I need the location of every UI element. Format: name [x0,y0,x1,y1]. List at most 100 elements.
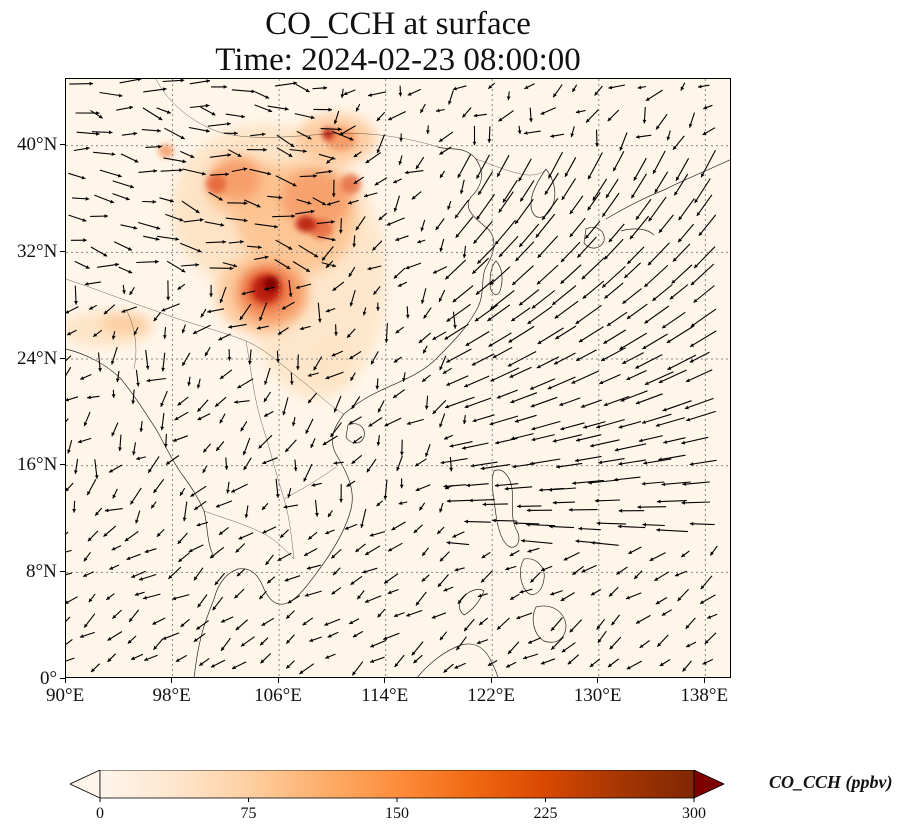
wind-arrow-shaft [689,351,710,363]
wind-arrow-head [603,402,608,407]
wind-arrow-head [454,214,459,219]
wind-arrow-head [261,506,266,510]
wind-arrow-head [482,502,487,507]
wind-arrow-shaft [689,330,717,348]
wind-arrow-head [111,360,115,365]
wind-arrow-head [535,233,540,238]
wind-arrow-shaft [531,290,556,309]
wind-arrow-shaft [514,198,534,225]
wind-arrow-head [144,549,149,554]
colorbar-title: CO_CCH (ppbv) [769,772,893,792]
wind-arrow-head [654,577,659,581]
wind-arrow-head [85,265,90,269]
wind-arrow-head [240,642,245,647]
colorbar-ticks [99,798,695,802]
wind-arrow-head [148,468,152,473]
wind-arrow-shaft [461,442,489,450]
wind-arrow-head [686,378,690,382]
wind-arrow-head [647,261,652,266]
wind-arrow-head [631,194,635,199]
wind-arrow-head [424,405,429,410]
wind-arrow-head [553,93,557,98]
wind-arrow-head [231,665,236,669]
wind-arrow-head [261,622,266,626]
wind-arrow-head [304,593,309,597]
wind-arrow-head [351,460,356,464]
wind-arrow-head [554,360,558,365]
wind-arrow-head [296,366,300,370]
wind-arrow-head [108,130,113,135]
wind-arrow-head [492,518,496,523]
wind-arrow-head [313,366,318,371]
wind-arrow-head [259,316,263,321]
wind-arrow-head [177,540,182,544]
wind-arrow-shaft [612,150,625,172]
latitude-tick-mark [60,357,65,359]
wind-arrow-head [205,103,210,108]
wind-arrow-head [624,274,629,278]
wind-arrow-head [219,419,224,424]
wind-arrow-head [96,131,100,136]
wind-arrow-head [77,439,82,444]
wind-arrow-head [111,546,116,551]
wind-arrow-shaft [446,499,471,502]
wind-arrow-shaft [647,242,670,266]
wind-arrow-shaft [644,305,670,324]
wind-arrow-shaft [700,149,716,178]
wind-arrow-head [608,663,612,667]
wind-arrow-head [302,621,307,626]
wind-arrow-shaft [638,435,663,442]
wind-arrow-head [551,627,555,631]
wind-arrow-head [133,225,138,230]
wind-arrow-head [155,259,159,264]
wind-arrow-head [510,399,515,404]
wind-arrow-head [226,489,230,494]
wind-arrow-head [262,460,267,465]
wind-arrow-head [502,198,507,203]
wind-arrow-head [595,143,599,147]
wind-arrow-head [596,625,601,630]
wind-arrow-head [464,519,468,524]
wind-arrow-head [581,275,586,280]
colorbar-extend-max [693,770,724,799]
wind-arrow-head [107,658,112,662]
wind-arrow-head [223,85,228,89]
wind-arrow-head [352,633,357,638]
wind-arrow-head [221,619,225,623]
wind-arrow-head [602,212,606,217]
wind-arrow-head [435,226,440,231]
wind-arrow-head [508,338,513,343]
wind-arrow-head [332,571,337,576]
wind-arrow-head [596,521,601,526]
wind-arrow-head [662,407,667,412]
wind-arrow-shaft [548,487,576,491]
wind-arrow-head [190,154,195,158]
wind-arrow-head [308,399,312,404]
wind-arrow-head [464,627,468,632]
wind-arrow-head [355,226,360,231]
wind-arrow-head [288,293,293,297]
wind-arrow-head [166,460,170,465]
wind-arrow-head [694,264,698,269]
wind-arrow-head [476,174,480,179]
wind-arrow-shaft [690,308,717,328]
wind-arrow-head [256,203,261,208]
wind-arrow-shaft [66,531,69,535]
wind-arrow-head [74,470,78,474]
wind-arrow-shaft [502,179,518,203]
wind-arrow-head [157,128,161,133]
wind-arrow-head [505,566,510,571]
wind-arrow-head [658,379,663,383]
wind-arrow-head [496,395,501,399]
wind-arrow-head [305,429,310,434]
wind-arrow-shaft [654,171,669,194]
wind-arrow-shaft [494,220,516,246]
wind-arrow-shaft [444,259,467,280]
wind-arrow-head [110,199,115,204]
wind-arrow-head [523,131,528,135]
wind-arrow-head [586,118,590,123]
wind-arrow-head [498,208,503,213]
wind-arrow-head [509,552,514,556]
wind-arrow-shaft [66,418,69,423]
wind-arrow-shaft [641,481,664,485]
